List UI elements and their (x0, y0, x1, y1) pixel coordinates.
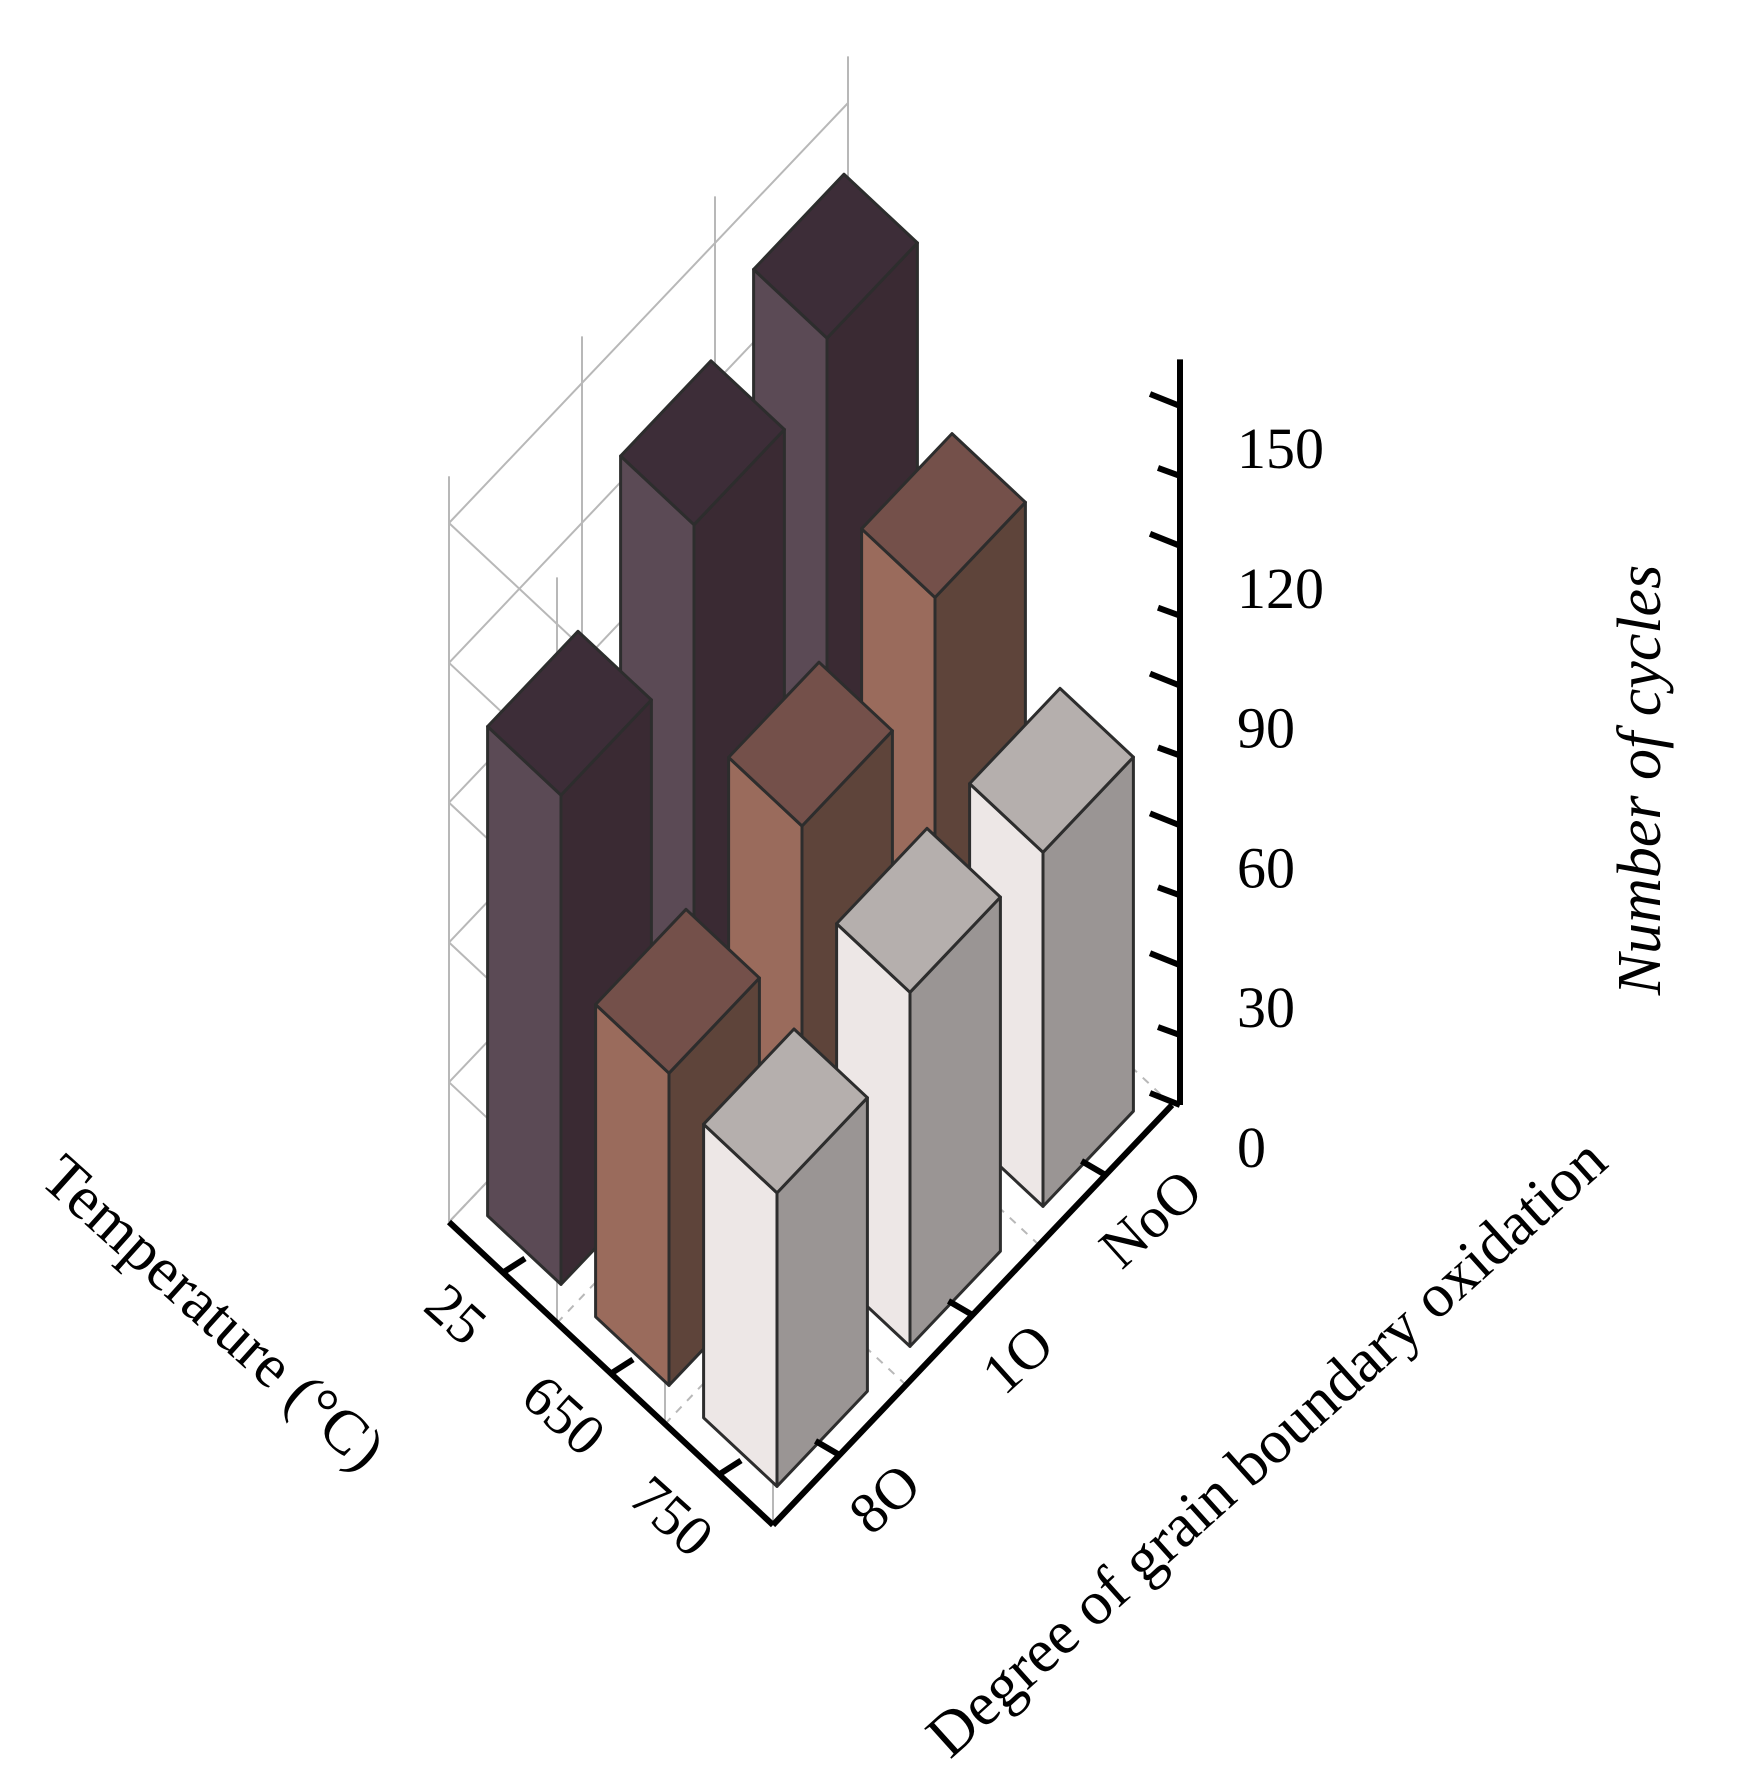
oxidation-tick (813, 1438, 842, 1458)
bar-750-8O (702, 1027, 869, 1488)
oxidation-tick-label: 8O (836, 1451, 932, 1547)
cycles-minor-tick (1156, 465, 1182, 479)
temperature-tick (717, 1457, 743, 1478)
temperature-tick (501, 1255, 527, 1276)
cycles-major-tick (1148, 531, 1182, 549)
cycles-tick-label: 30 (1237, 975, 1295, 1040)
cycles-minor-tick (1156, 1024, 1182, 1038)
cycles-minor-tick (1156, 744, 1182, 759)
cycles-major-tick (1148, 950, 1182, 968)
oxidation-tick-label: 1O (969, 1311, 1065, 1407)
x-axis-title: Temperature (°C) (29, 1142, 398, 1484)
cycles-major-tick (1148, 810, 1182, 829)
bar-face-top (727, 660, 894, 828)
cycles-major-tick (1148, 670, 1182, 689)
cycles-minor-tick (1156, 884, 1182, 899)
bar-face-top (752, 172, 919, 340)
y-axis-title: Degree of grain boundary oxidation (914, 1125, 1620, 1770)
bar-face-top (619, 359, 786, 527)
bar-face-top (486, 629, 653, 797)
bar-face-right (486, 725, 563, 1286)
cycles-minor-tick (1156, 604, 1182, 619)
oxidation-tick (946, 1298, 975, 1318)
cycles-tick-label: 60 (1237, 835, 1295, 900)
temperature-tick-label: 25 (413, 1270, 500, 1357)
z-axis-title: Number of cycles (1606, 565, 1674, 996)
oxidation-tick (1079, 1158, 1108, 1178)
bars (486, 172, 1135, 1488)
cycles-tick-label: 120 (1237, 556, 1324, 621)
cycles-major-tick (1148, 391, 1182, 409)
temperature-tick-label: 650 (510, 1362, 618, 1469)
bar-face-top (968, 686, 1135, 854)
bar-750-1O (835, 826, 1002, 1348)
cycles-major-tick (1148, 1090, 1182, 1108)
bar-face-top (860, 432, 1027, 599)
temperature-tick (609, 1356, 635, 1377)
bar-face-top (594, 907, 761, 1075)
cycles-tick-label: 90 (1237, 696, 1295, 761)
back-wall-hgrid (448, 102, 849, 524)
cycles-tick-label: 0 (1237, 1115, 1266, 1180)
bar-face-top (835, 826, 1002, 994)
cycles-tick-label: 150 (1237, 416, 1324, 481)
bar-face-top (702, 1027, 869, 1195)
temperature-tick-label: 750 (618, 1463, 726, 1570)
axes (446, 359, 1183, 1528)
